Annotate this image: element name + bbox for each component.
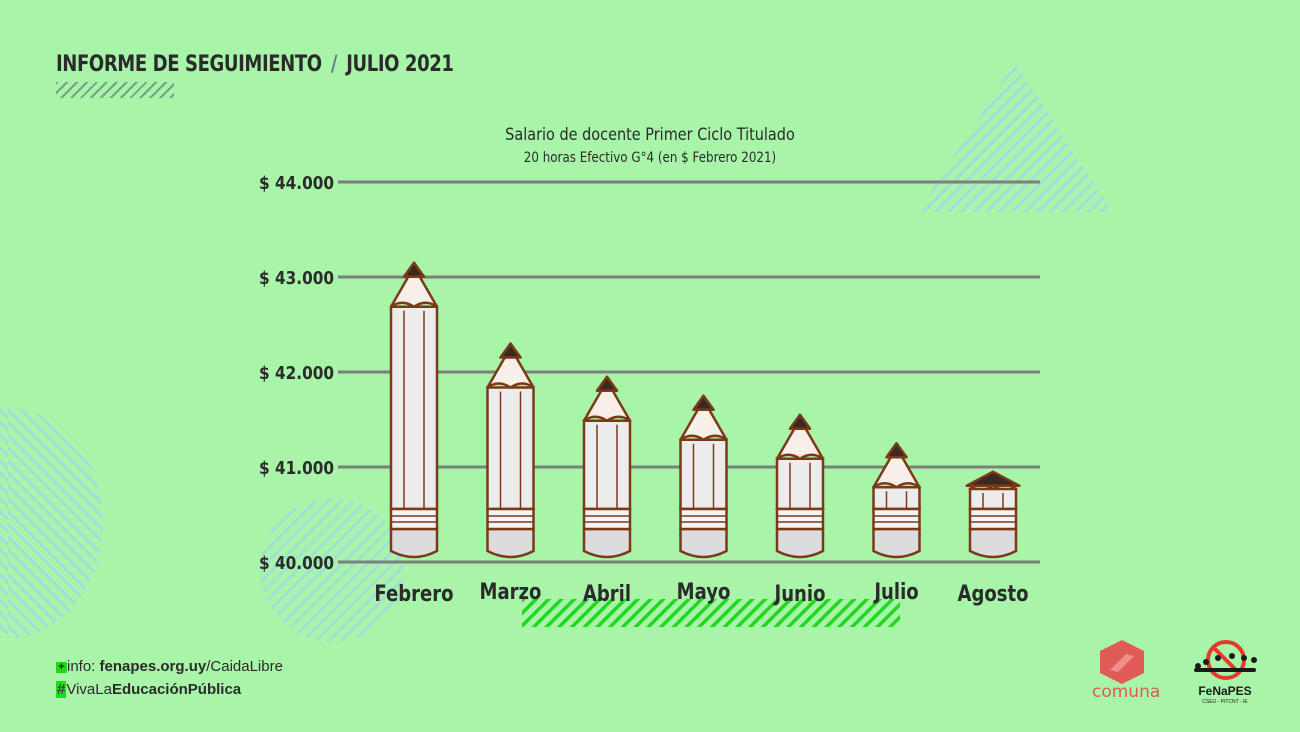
- triangle-decoration: [918, 62, 1112, 212]
- x-category-label: Mayo: [677, 578, 731, 604]
- pencil-body: [389, 305, 439, 511]
- pencil-bar: [679, 394, 728, 559]
- x-category-label: Julio: [873, 578, 919, 604]
- green-hatch-bar: [522, 599, 900, 627]
- pencil-eraser: [582, 527, 632, 559]
- pencil-eraser: [389, 527, 439, 559]
- footer-info-link[interactable]: fenapes.org.uy: [99, 658, 207, 675]
- footer-info-prefix: info:: [67, 658, 100, 675]
- hashtag-part-b: EducaciónPública: [111, 681, 242, 698]
- pencil-body: [968, 487, 1018, 511]
- y-tick-label: $ 42.000: [259, 362, 334, 384]
- pencil-bar: [389, 261, 439, 559]
- pencil-eraser: [872, 527, 921, 559]
- header-report-label: INFORME DE SEGUIMIENTO: [56, 52, 322, 77]
- chart-subtitle: 20 horas Efectivo G°4 (en $ Febrero 2021…: [523, 150, 777, 166]
- y-tick-label: $ 41.000: [259, 457, 334, 479]
- circle-decoration: [260, 498, 404, 642]
- chart-title-block: Salario de docente Primer Ciclo Titulado…: [472, 124, 829, 168]
- pencil-tip: [788, 413, 812, 430]
- pencil-body: [872, 486, 921, 511]
- pencil-bar: [582, 375, 632, 559]
- page-header: INFORME DE SEGUIMIENTO / JULIO 2021: [56, 52, 454, 77]
- pencil-cone: [679, 398, 728, 441]
- comuna-logo: comuna: [1092, 640, 1160, 702]
- hashtag-icon: #: [56, 681, 67, 698]
- plus-icon: +: [56, 662, 67, 673]
- comuna-hexagon-icon: [1100, 640, 1144, 684]
- pencil-tip: [965, 470, 1021, 487]
- footer-info-line: + info: fenapes.org.uy/CaidaLibre: [56, 658, 283, 675]
- pencil-bar: [965, 470, 1021, 559]
- pencil-bar: [486, 342, 535, 559]
- pencil-ferrule: [582, 507, 632, 531]
- fenapes-emblem-icon: [1194, 640, 1257, 680]
- pencil-tip: [499, 342, 522, 359]
- x-category-label: Agosto: [958, 580, 1029, 606]
- half-circle-decoration: [8, 408, 103, 638]
- pencil-body: [679, 438, 728, 511]
- pencil-ferrule: [775, 507, 825, 531]
- pencil-cone: [582, 379, 632, 422]
- pencil-cone: [389, 265, 439, 308]
- pencil-ferrule: [486, 507, 535, 531]
- pencil-bar: [872, 442, 921, 559]
- pencil-tip: [692, 394, 715, 411]
- hashtag-part-a: VivaLa: [66, 681, 112, 698]
- y-tick-label: $ 44.000: [259, 172, 334, 194]
- pencil-tip: [885, 442, 908, 459]
- fenapes-logo: FeNaPES CSEU - PITCNT - IE: [1188, 638, 1262, 705]
- pencil-cone: [775, 417, 825, 460]
- header-separator: /: [330, 52, 338, 77]
- x-category-label: Febrero: [374, 580, 453, 606]
- pencil-eraser: [968, 527, 1018, 559]
- pencil-bar: [775, 413, 825, 559]
- comuna-logo-text: comuna: [1092, 682, 1161, 702]
- pencil-ferrule: [968, 507, 1018, 531]
- fenapes-logo-text: FeNaPES: [1198, 684, 1252, 698]
- footer-info-path: /CaidaLibre: [206, 658, 283, 675]
- fenapes-logo-subtext: CSEU - PITCNT - IE: [1202, 699, 1248, 705]
- chart-title: Salario de docente Primer Ciclo Titulado: [505, 125, 795, 145]
- y-tick-label: $ 43.000: [259, 267, 334, 289]
- pencil-eraser: [679, 527, 728, 559]
- header-date: JULIO 2021: [346, 52, 454, 77]
- pencil-tip: [402, 261, 426, 278]
- pencil-body: [775, 457, 825, 511]
- header-hatch-decoration: [56, 82, 174, 98]
- pencil-cone: [872, 446, 921, 489]
- pencil-eraser: [775, 527, 825, 559]
- x-category-label: Abril: [583, 580, 631, 606]
- footer-hashtag-line: #VivaLaEducaciónPública: [56, 681, 241, 698]
- pencil-ferrule: [679, 507, 728, 531]
- x-category-label: Junio: [773, 580, 826, 606]
- pencil-ferrule: [389, 507, 439, 531]
- pencil-body: [486, 386, 535, 511]
- pencil-tip: [595, 375, 619, 392]
- pencil-eraser: [486, 527, 535, 559]
- x-category-label: Marzo: [480, 578, 542, 604]
- y-tick-label: $ 40.000: [259, 552, 334, 574]
- pencil-body: [582, 419, 632, 511]
- pencil-ferrule: [872, 507, 921, 531]
- pencil-cone: [486, 346, 535, 389]
